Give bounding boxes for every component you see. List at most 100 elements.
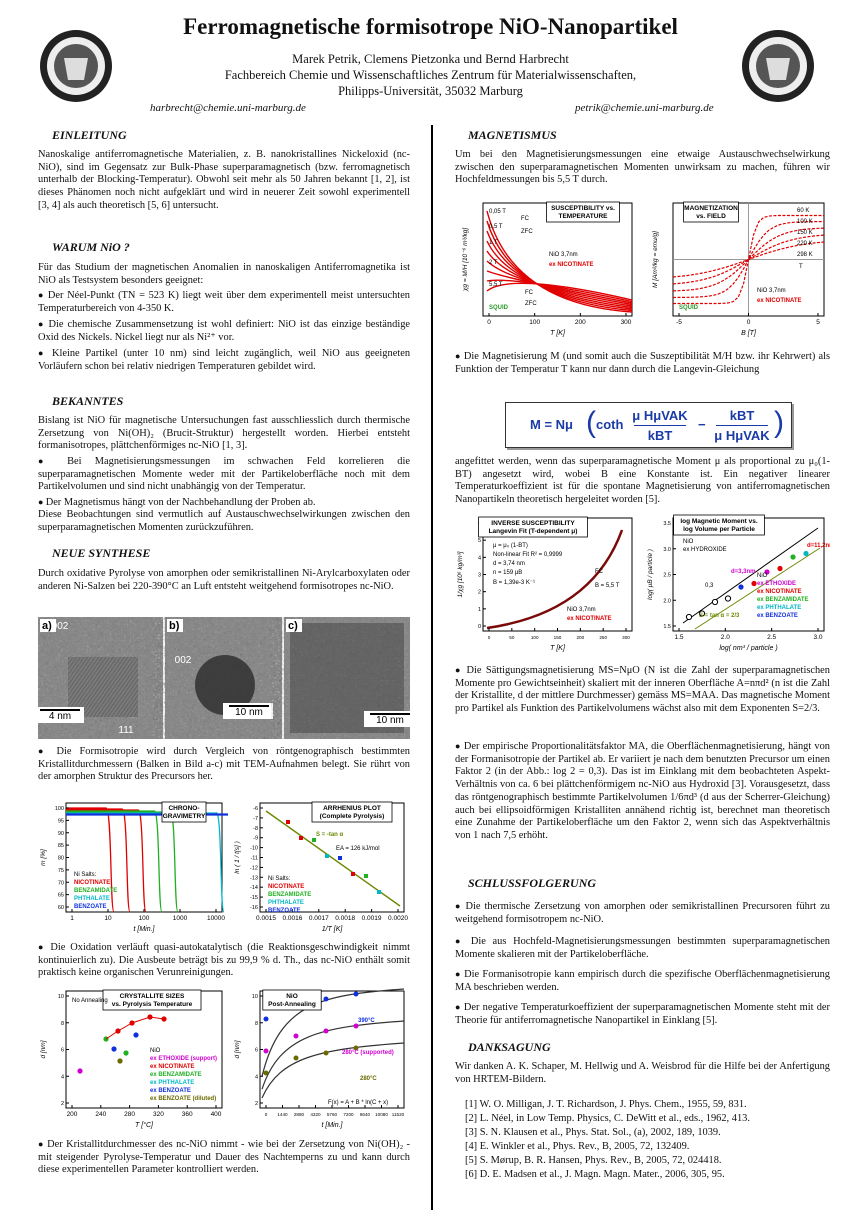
figure-title: (Complete Pyrolysis)	[320, 813, 385, 820]
figure-label: 0,3	[705, 583, 714, 589]
y-tick-label: -11	[250, 856, 258, 862]
y-tick-label: 60	[58, 905, 64, 911]
label-bg	[286, 619, 302, 632]
figure-label: 5,5 T	[489, 282, 503, 288]
x-tick-label: 400	[211, 1111, 222, 1118]
point	[353, 1045, 359, 1051]
x-axis-label: log( nm³ / particle )	[719, 645, 777, 652]
figure-title: log Magnetic Moment vs.	[680, 518, 757, 525]
bullet: Der Magnetismus hängt von der Nachbehand…	[38, 496, 410, 510]
figure: 0 100 200 300 T [K] χg = M/H [10⁻⁶ m³/kg] SUSC…	[462, 201, 633, 337]
curve	[672, 234, 825, 285]
label-bg	[40, 619, 56, 632]
point	[353, 991, 359, 997]
y-tick-label: 0	[478, 624, 481, 630]
figure-label: 60 K	[797, 208, 809, 214]
figure-label: SQUID	[489, 305, 509, 311]
tem-annotation: 002	[175, 655, 192, 666]
figure-label: d=11,2nm	[807, 543, 830, 549]
figure-label: ex BENZAMIDATE	[150, 1072, 202, 1078]
y-axis-label: M [Am²/kg = emu/g]	[652, 231, 659, 288]
point	[777, 565, 783, 572]
section-heading: MAGNETISMUS	[468, 128, 557, 142]
x-tick-label: 280	[124, 1111, 135, 1118]
figure-label: 298 K	[797, 252, 813, 258]
point	[77, 1068, 83, 1074]
y-tick-label: 6	[61, 1048, 64, 1054]
figure-label: NiO	[683, 539, 694, 545]
figure-label: SQUID	[679, 305, 699, 311]
point	[299, 836, 303, 840]
x-axis-label: t [Min.]	[321, 1122, 343, 1129]
equation-num: μ HμVAK	[632, 408, 688, 423]
figure-label: BENZOATE	[74, 904, 107, 910]
equation: M = Nμ ( coth μ HμVAK kBT − kBT μ HμVAK …	[505, 402, 792, 448]
figure-label: S = tan α = 2/3	[699, 613, 740, 619]
figure-label: 280°C	[360, 1076, 377, 1082]
y-axis-label: 1/χg [10⁶ kg/m³]	[457, 551, 464, 597]
tem-annotation: 002	[52, 621, 69, 632]
figure-label: Non-linear Fit R² = 0,9999	[493, 552, 563, 558]
x-tick-label: 10080	[375, 1112, 388, 1117]
x-tick-label: 5	[816, 319, 820, 326]
x-axis-label: 1/T [K]	[322, 926, 344, 933]
figure-label: ex NICOTINATE	[757, 589, 802, 595]
section-heading: NEUE SYNTHESE	[52, 546, 151, 560]
x-tick-label: 2.0	[721, 634, 730, 641]
y-axis-label: d [nm]	[234, 1040, 241, 1058]
y-axis-label: d [nm]	[40, 1040, 47, 1058]
figure-label: NiO 3,7nm	[567, 607, 596, 613]
x-tick-label: 150	[554, 635, 562, 640]
figure-label: S = -tan α	[316, 832, 344, 838]
y-tick-label: 100	[55, 806, 64, 812]
panel-label: c)	[288, 620, 298, 632]
point	[263, 1048, 269, 1054]
y-tick-label: 95	[58, 818, 64, 824]
y-tick-label: -8	[253, 826, 258, 832]
x-tick-label: 200	[67, 1111, 78, 1118]
point	[764, 569, 770, 575]
logo-left	[40, 30, 112, 102]
x-tick-label: 11520	[392, 1112, 405, 1117]
figure-label: 2 T	[489, 260, 498, 266]
figure-label: 1 T	[489, 240, 498, 246]
curve	[261, 1020, 405, 1090]
y-tick-label: 90	[58, 831, 64, 837]
y-tick-label: 85	[58, 843, 64, 849]
y-tick-label: 4	[478, 555, 481, 561]
point	[698, 610, 706, 617]
point	[790, 554, 796, 560]
title-box	[683, 201, 739, 223]
paragraph: Durch oxidative Pyrolyse von amorphen od…	[38, 568, 410, 592]
title-box	[673, 514, 765, 536]
reference: [1] W. O. Milligan, J. T. Richardson, J.…	[465, 1099, 747, 1110]
figure-label: B = 1,39e-3 K⁻¹	[493, 580, 535, 586]
x-axis-label: T [K]	[550, 330, 566, 337]
figure-label: ex ETHOXIDE (support)	[150, 1056, 217, 1062]
section-heading: WARUM NiO ?	[52, 240, 130, 254]
point	[123, 1050, 129, 1056]
figure: 0.0015 0.0016 0.0017 0.0018 0.0019 0.0020 -16 -…	[234, 801, 408, 933]
figure-label: ex NICOTINATE	[549, 262, 594, 268]
point	[724, 595, 732, 602]
figure-label: F(x) = A + B * ln(C + x)	[328, 1100, 388, 1106]
figure-title: INVERSE SUSCEPTIBILITY	[491, 520, 575, 527]
bullet: Die aus Hochfeld-Magnetisierungsmessunge…	[455, 935, 830, 961]
y-tick-label: -12	[250, 865, 258, 871]
figure-label: d = 3,74 nm	[493, 561, 525, 567]
bullet: Kleine Partikel (unter 10 nm) sind leich…	[38, 347, 410, 373]
y-axis-label: log( μB / particle )	[647, 549, 654, 600]
column-divider	[431, 125, 433, 1210]
y-tick-label: -10	[250, 846, 258, 852]
figure-label: 280°C (supported)	[342, 1050, 394, 1056]
tem-annotation: 4 nm	[49, 711, 71, 722]
figure: 1.5 2.0 2.5 3.0 1.5 2.0 2.5 3.0 3.5 log( nm³ / pa…	[647, 514, 830, 652]
y-tick-label: -13	[250, 875, 258, 881]
paren: (	[586, 406, 596, 439]
y-tick-label: -9	[253, 836, 258, 842]
x-tick-label: 1	[70, 915, 74, 922]
x-tick-label: 100	[139, 915, 150, 922]
figure-label: EA = 126 kJ/mol	[336, 846, 380, 852]
paragraph: Bislang ist NiO für magnetische Untersuc…	[38, 415, 410, 452]
figure-title: vs. Pyrolysis Temperature	[112, 1001, 193, 1008]
